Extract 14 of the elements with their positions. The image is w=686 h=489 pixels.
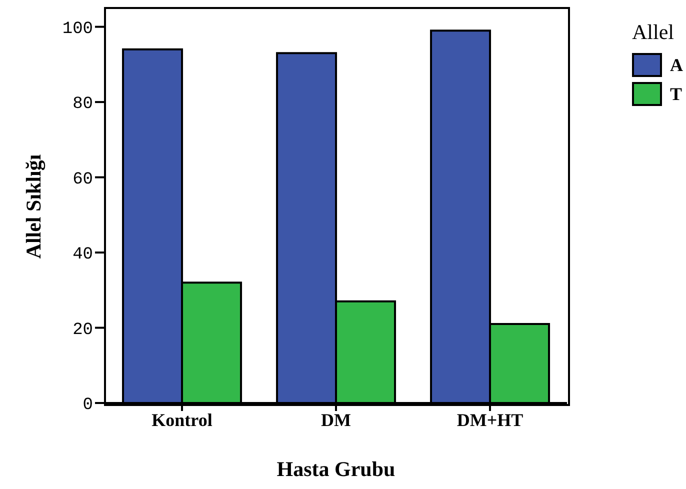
legend-label: A [670,54,683,76]
x-tick-label: DM [321,410,351,430]
x-tick-label: DM+HT [456,410,524,430]
y-tick-label: 40 [72,246,93,265]
y-tick-label: 20 [72,320,93,340]
y-tick-label: 80 [72,95,93,114]
y-tick-label: 0 [82,396,93,416]
y-tick-label: 60 [72,170,93,190]
y-tick-label: 100 [62,20,93,39]
x-axis-title: Hasta Grubu [276,457,396,482]
x-tick-label: Kontrol [152,410,212,430]
y-axis-title: Allel Sıklığı [22,152,46,260]
legend-title: Allel [632,20,675,45]
legend-label: T [670,84,682,104]
